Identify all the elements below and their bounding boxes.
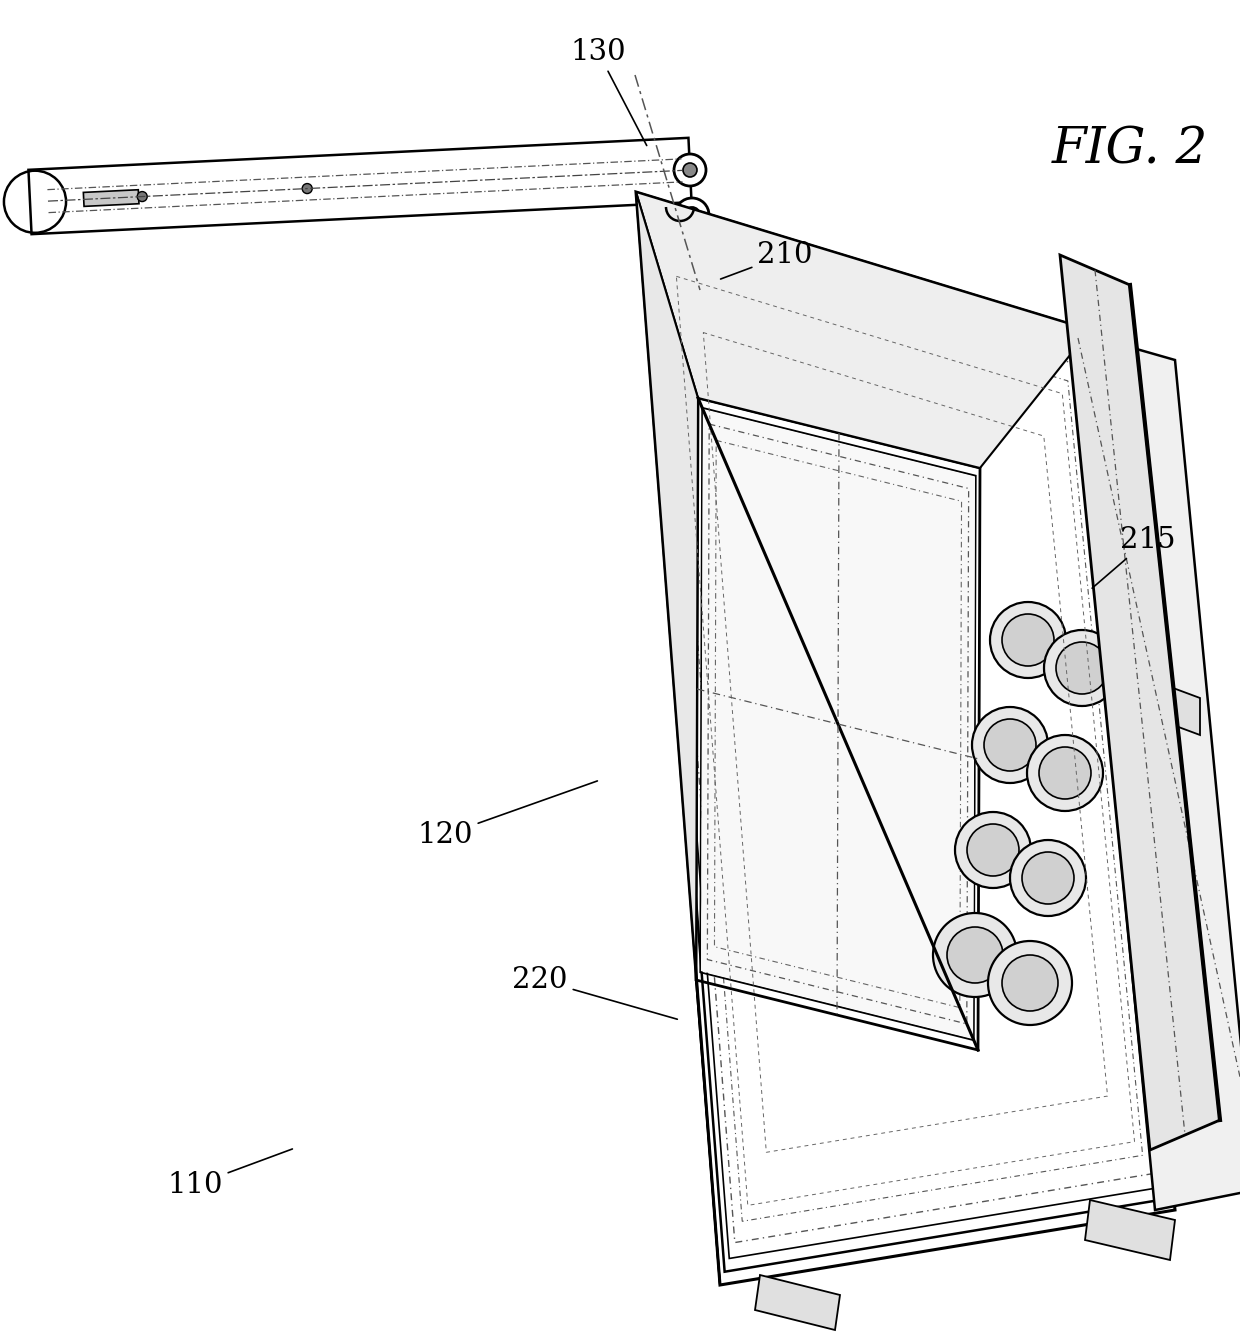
Text: 110: 110 [167,1150,293,1199]
Circle shape [1002,614,1054,666]
Circle shape [1011,839,1086,916]
Text: 220: 220 [512,966,677,1019]
Circle shape [675,154,706,185]
Text: 130: 130 [570,38,647,145]
Polygon shape [755,1275,839,1330]
Circle shape [947,927,1003,983]
Circle shape [675,197,709,232]
Circle shape [988,941,1073,1025]
Circle shape [990,602,1066,678]
Circle shape [932,913,1017,997]
Circle shape [303,184,312,193]
Text: 120: 120 [417,780,598,849]
Text: 215: 215 [1092,526,1176,588]
Circle shape [1056,642,1109,694]
Polygon shape [636,192,720,1285]
Circle shape [1027,735,1104,811]
Polygon shape [636,192,1090,467]
Polygon shape [1070,330,1240,1210]
Circle shape [1044,630,1120,706]
Circle shape [955,813,1030,888]
Polygon shape [1060,255,1220,1150]
Circle shape [138,192,148,201]
Text: FIG. 2: FIG. 2 [1052,125,1208,175]
Circle shape [684,207,701,223]
Circle shape [1002,955,1058,1011]
Circle shape [972,706,1048,783]
Circle shape [967,825,1019,876]
Circle shape [1022,851,1074,904]
Polygon shape [1166,685,1200,735]
Circle shape [1039,747,1091,799]
Text: 210: 210 [720,240,812,279]
Circle shape [683,163,697,177]
Polygon shape [1085,1201,1176,1260]
Polygon shape [701,410,975,1038]
Polygon shape [83,189,139,207]
Circle shape [985,719,1035,771]
